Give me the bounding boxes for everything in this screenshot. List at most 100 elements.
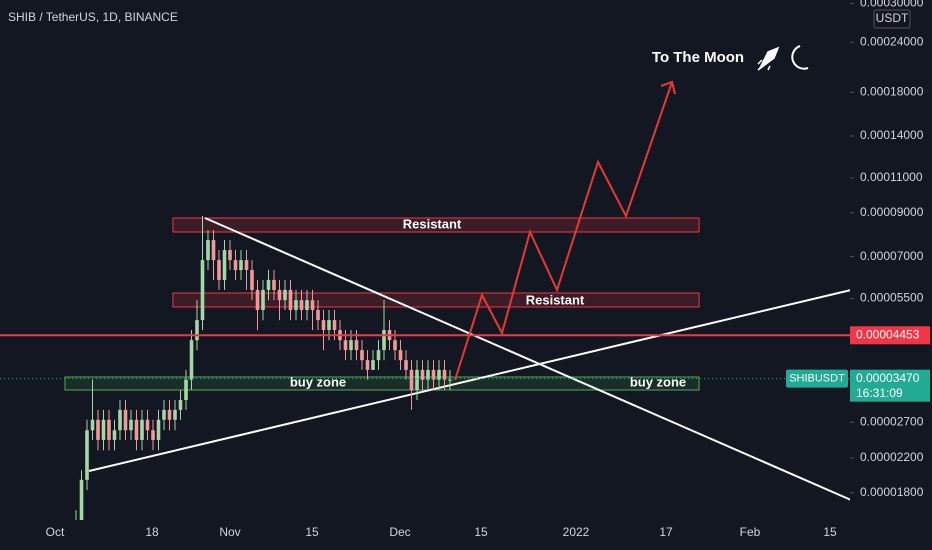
candle-body	[228, 250, 232, 261]
candle-body	[255, 289, 260, 310]
x-tick-label: 15	[474, 525, 488, 539]
candle-body	[178, 399, 183, 410]
candle-body	[266, 279, 271, 290]
candle-body	[305, 300, 309, 310]
price-axis	[850, 0, 932, 550]
candle-body	[382, 330, 386, 351]
candle-body	[316, 309, 320, 321]
trend-line	[88, 289, 852, 472]
candle-body	[239, 260, 243, 271]
candle-body	[261, 289, 265, 310]
currency-badge	[873, 9, 911, 29]
candle-body	[420, 369, 425, 380]
candle-body	[184, 379, 188, 400]
alert-label-bg	[850, 326, 930, 345]
annotation: To The Moon	[652, 49, 744, 66]
candle-body	[206, 240, 210, 261]
candle-body	[167, 409, 172, 420]
candle-body	[327, 320, 331, 331]
candle-body	[354, 340, 359, 351]
candle-body	[365, 360, 370, 370]
last-price-bg	[850, 369, 930, 402]
candle-body	[151, 430, 155, 440]
x-tick-label: Dec	[389, 525, 410, 539]
candle-body	[437, 369, 441, 380]
candle-body	[101, 419, 106, 440]
candle-body	[145, 419, 150, 431]
y-tick-label: 0.00018000	[860, 84, 924, 98]
candle-body	[90, 419, 95, 431]
candle-body	[426, 369, 430, 380]
candle-body	[222, 250, 227, 280]
arrow-head	[660, 80, 676, 95]
candle-body	[343, 340, 348, 351]
y-tick-label: 0.00007000	[860, 249, 924, 263]
symbol-label: SHIBUSDT	[789, 373, 845, 385]
candle-body	[112, 430, 117, 440]
candle-body	[371, 360, 375, 370]
candle-body	[156, 419, 161, 440]
x-tick-label: 17	[659, 525, 673, 539]
candle-body	[200, 260, 205, 321]
y-tick-label: 0.00014000	[860, 128, 924, 142]
candle-body	[129, 419, 133, 431]
candle-body	[376, 350, 381, 361]
chart-title: SHIB / TetherUS, 1D, BINANCE	[8, 10, 178, 24]
candle-body	[140, 419, 144, 440]
y-tick-label: 0.00002200	[860, 450, 924, 464]
candle-body	[118, 409, 122, 431]
candle-body	[360, 350, 364, 361]
symbol-badge	[786, 369, 848, 388]
candle-body	[189, 340, 194, 380]
y-tick-label: 0.00024000	[860, 34, 924, 48]
candle-body	[409, 369, 414, 391]
y-tick-label: 0.00005500	[860, 291, 924, 305]
candle-body	[211, 240, 216, 261]
candle-body	[310, 300, 315, 310]
candle-body	[85, 430, 89, 480]
alert-label: 0.00004453	[856, 327, 920, 341]
candle-body	[442, 369, 447, 380]
candle-body	[288, 289, 293, 310]
candle-body	[415, 369, 419, 391]
candle-body	[349, 340, 353, 351]
candle-body	[173, 409, 177, 420]
candle-body	[217, 260, 221, 280]
time-axis	[0, 520, 932, 550]
candle-body	[96, 419, 100, 440]
countdown-label: 16:31:09	[856, 386, 903, 400]
y-tick-label: 0.00030000	[860, 0, 924, 10]
moon-icon	[791, 45, 809, 70]
x-tick-label: 15	[305, 525, 319, 539]
candle-body	[431, 369, 436, 380]
x-tick-label: Nov	[219, 525, 240, 539]
y-tick-label: 0.00002700	[860, 414, 924, 428]
candle-body	[277, 289, 282, 301]
candle-body	[283, 289, 287, 301]
candle-body	[233, 260, 238, 271]
buy-zone	[64, 376, 700, 391]
candle-body	[294, 300, 298, 310]
candle-body	[107, 419, 111, 440]
candle-body	[299, 300, 304, 310]
x-tick-label: 15	[823, 525, 837, 539]
x-tick-label: 2022	[563, 525, 590, 539]
candle-body	[321, 320, 326, 331]
y-tick-label: 0.00009000	[860, 205, 924, 219]
annotation: buy zone	[290, 374, 346, 389]
resistance-zone	[172, 217, 700, 233]
candle-body	[162, 409, 166, 420]
candle-body	[244, 260, 249, 271]
projection-path	[454, 81, 673, 381]
x-tick-label: Feb	[740, 525, 761, 539]
candle-body	[398, 350, 403, 361]
candle-body	[79, 479, 84, 520]
last-price-label: 0.00003470	[856, 371, 920, 385]
x-tick-label: 18	[145, 525, 159, 539]
resistance-zone	[172, 292, 700, 308]
candle-body	[123, 409, 128, 431]
annotation: Resistant	[526, 292, 585, 307]
currency-label: USDT	[876, 11, 909, 25]
candle-body	[195, 320, 199, 341]
